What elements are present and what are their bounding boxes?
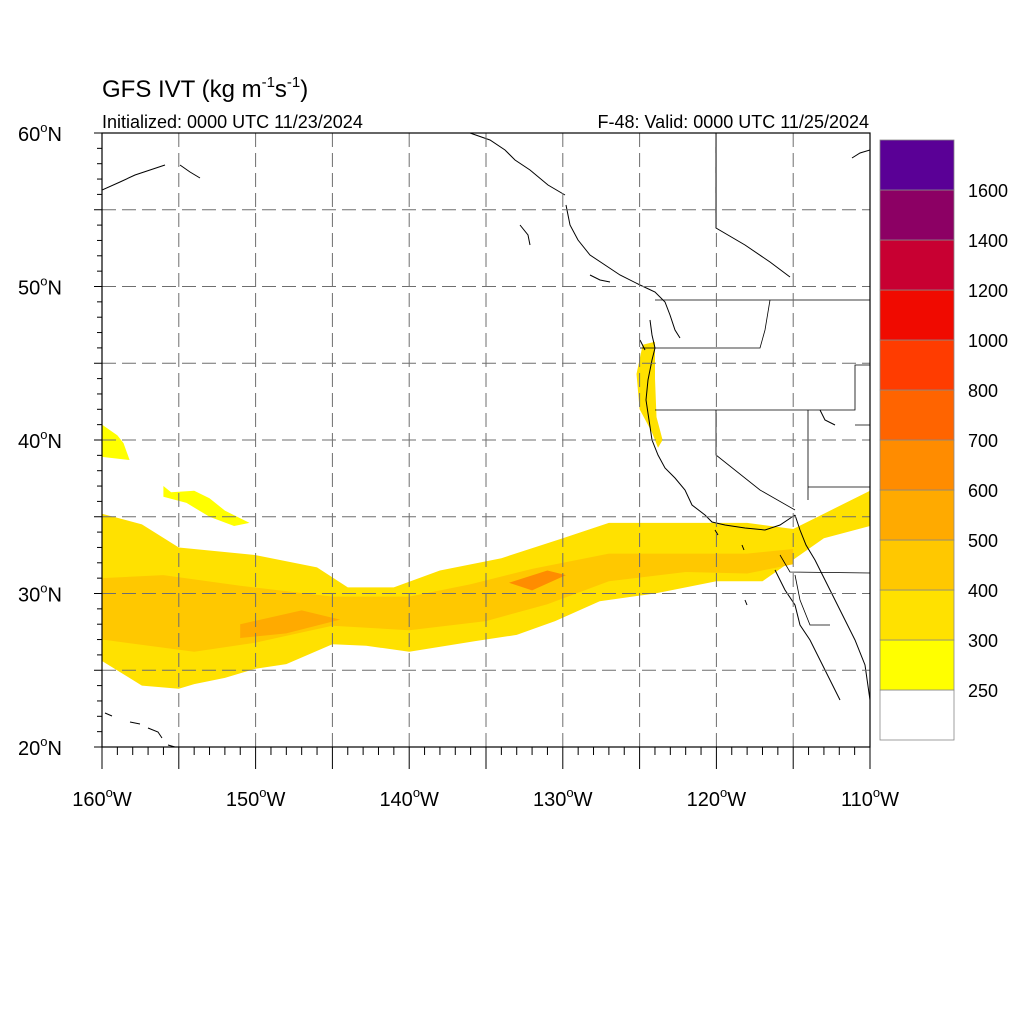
colorbar-swatch (879, 239, 955, 291)
colorbar-label: 400 (968, 581, 998, 601)
lon-label: 140oW (379, 785, 439, 811)
colorbar-label: 1400 (968, 231, 1008, 251)
lat-lon-grid (102, 133, 870, 747)
colorbar-swatch (879, 289, 955, 341)
state-borders (640, 299, 870, 626)
colorbar-label: 300 (968, 631, 998, 651)
lon-label: 130oW (533, 785, 593, 811)
colorbar-swatch (879, 339, 955, 391)
coastlines (102, 133, 870, 747)
coastline-hawaii (104, 712, 176, 747)
colorbar-swatch (879, 139, 955, 191)
ivt-patch-250 (163, 486, 250, 526)
colorbar-swatch (879, 389, 955, 441)
lat-label: 30oN (18, 581, 62, 607)
colorbar-label: 1200 (968, 281, 1008, 301)
colorbar-label: 700 (968, 431, 998, 451)
lat-label: 40oN (18, 427, 62, 453)
initialized-time: Initialized: 0000 UTC 11/23/2024 (102, 112, 363, 132)
colorbar-swatch (879, 589, 955, 641)
colorbar: 250 300 400 500 600 700 800 1000 1200 1400 1600 (879, 139, 1008, 741)
longitude-labels: 160oW 150oW 140oW 130oW 120oW 110oW (72, 785, 899, 811)
colorbar-label: 800 (968, 381, 998, 401)
lat-label: 20oN (18, 734, 62, 760)
colorbar-swatch (879, 439, 955, 491)
colorbar-label: 1600 (968, 181, 1008, 201)
ivt-river-500 (240, 610, 341, 638)
coastline-north-america (469, 133, 870, 701)
lon-label: 150oW (226, 785, 286, 811)
colorbar-label: 500 (968, 531, 998, 551)
ivt-coast-patch (636, 341, 663, 448)
lat-label: 50oN (18, 274, 62, 300)
figure-title: GFS IVT (kg m-1s-1) (102, 74, 308, 103)
ivt-shading (102, 341, 870, 689)
colorbar-swatch (879, 489, 955, 541)
lon-label: 160oW (72, 785, 132, 811)
lon-label: 120oW (687, 785, 747, 811)
coastline-alaska-islands (102, 164, 748, 606)
valid-time: F-48: Valid: 0000 UTC 11/25/2024 (598, 112, 870, 132)
minor-ticks (94, 132, 871, 769)
latitude-labels: 60oN 50oN 40oN 30oN 20oN (18, 120, 62, 760)
colorbar-swatch (879, 689, 955, 741)
ivt-river-600 (509, 570, 566, 591)
colorbar-swatch (879, 189, 955, 241)
colorbar-label: 1000 (968, 331, 1008, 351)
map-area (102, 133, 870, 747)
colorbar-label: 600 (968, 481, 998, 501)
ivt-patch-250 (102, 424, 130, 460)
lon-label: 110oW (841, 785, 899, 811)
colorbar-swatch (879, 539, 955, 591)
colorbar-swatch (879, 639, 955, 691)
colorbar-label: 250 (968, 681, 998, 701)
lat-label: 60oN (18, 120, 62, 146)
baja-coast (774, 409, 841, 701)
